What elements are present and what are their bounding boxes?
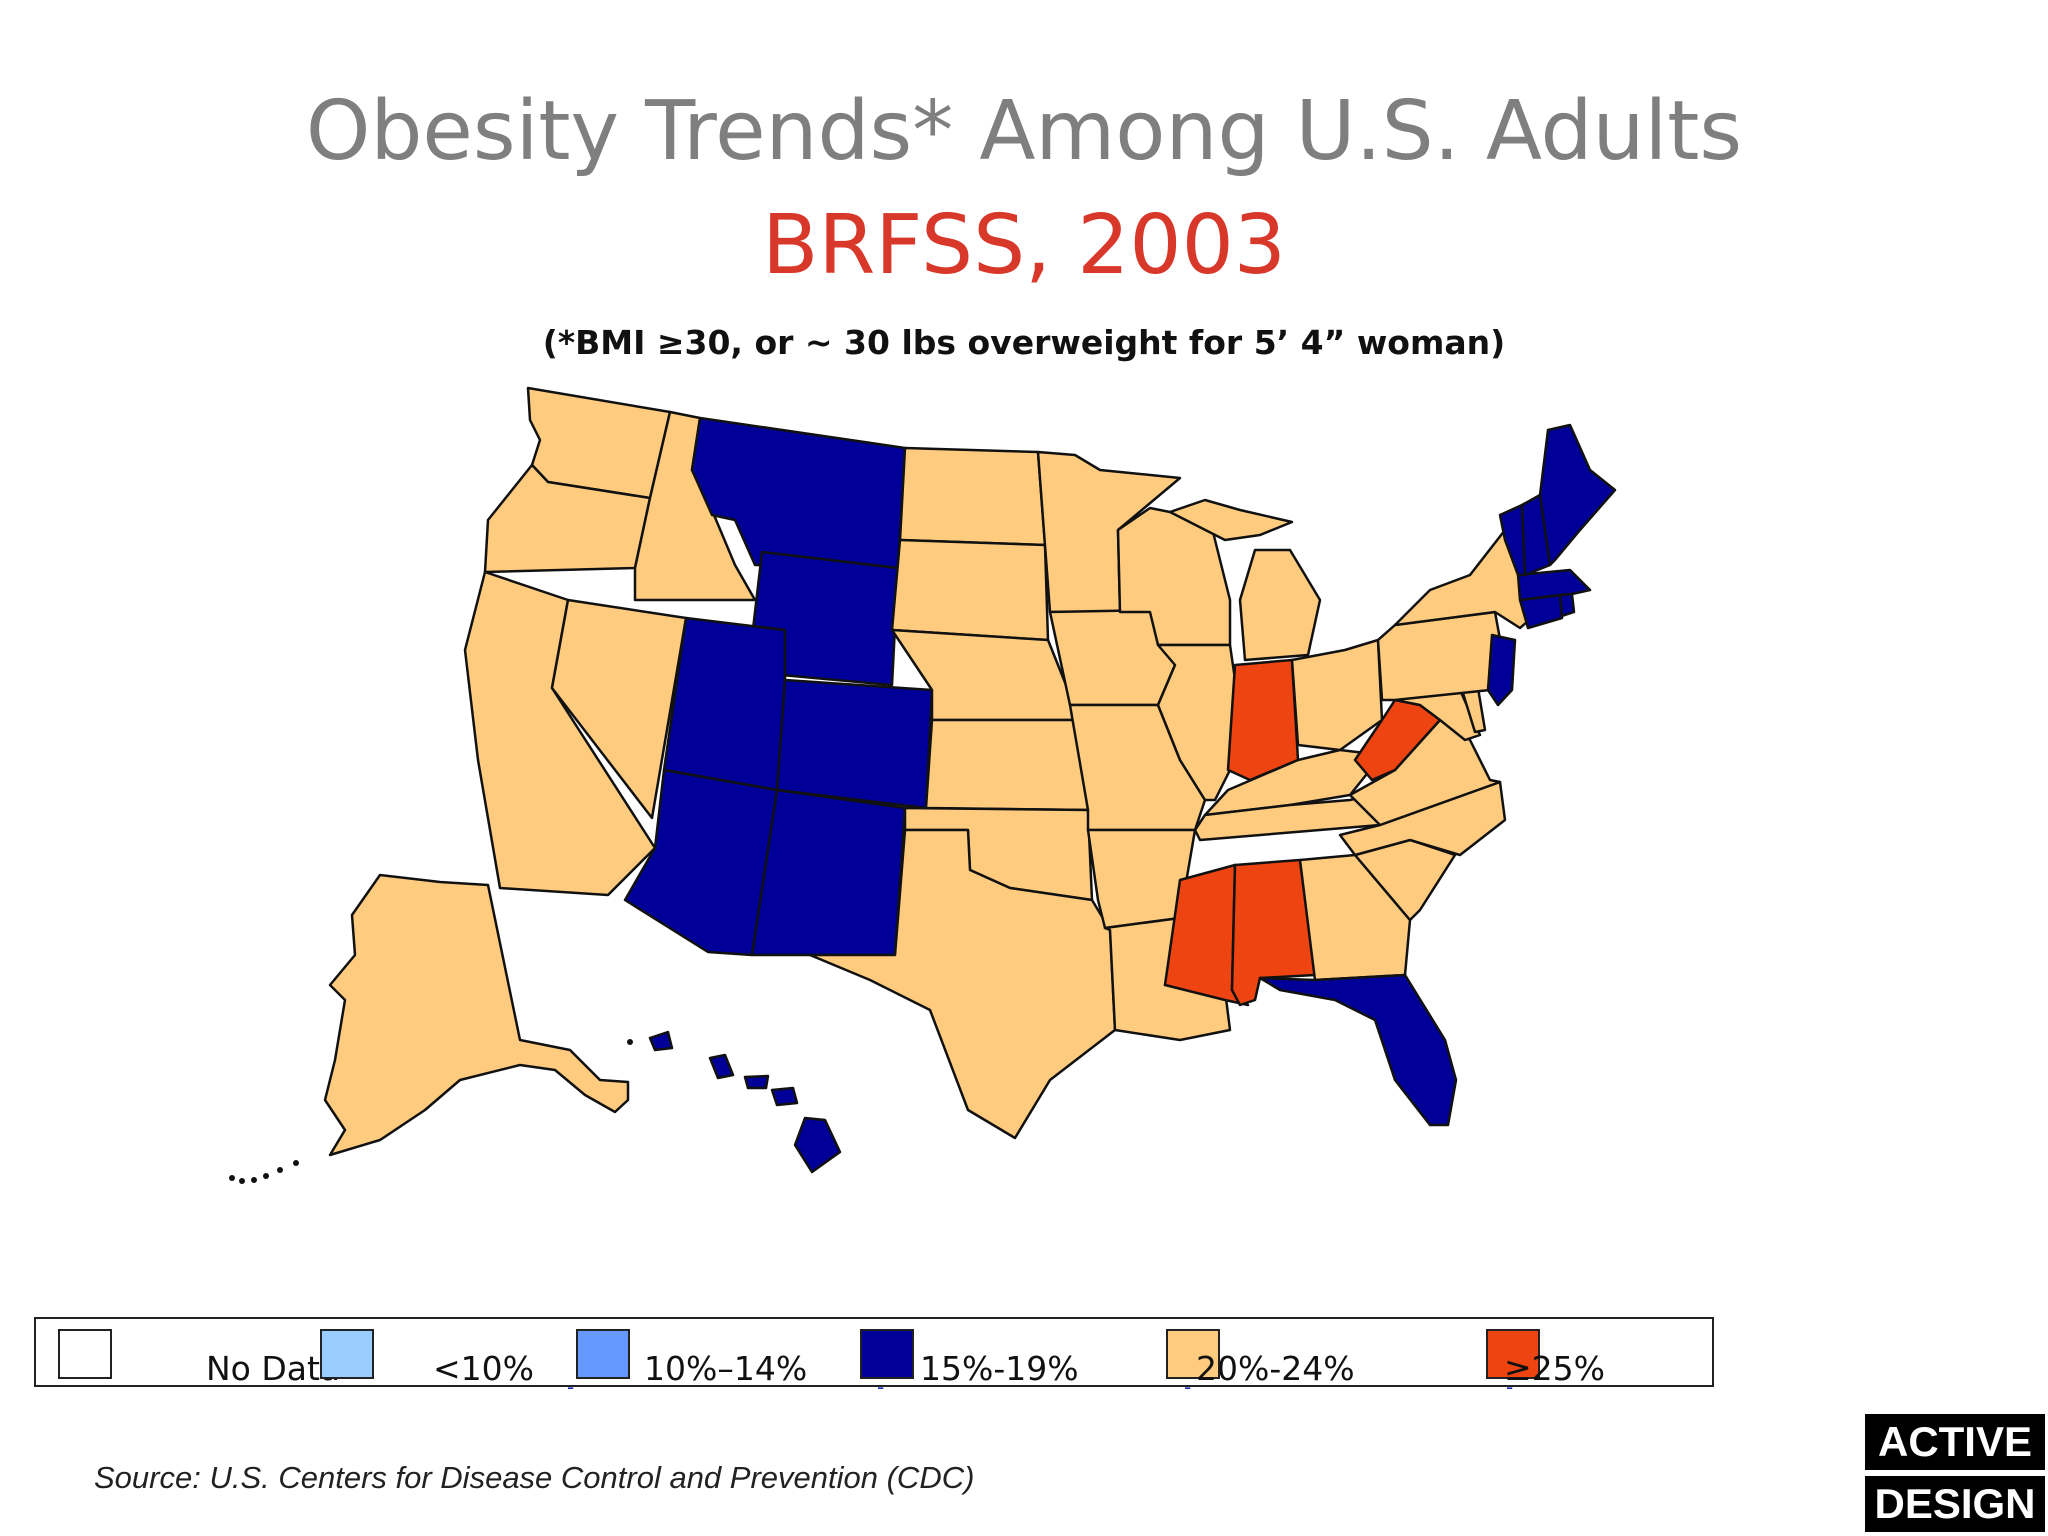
legend-swatch-15-19 (860, 1329, 914, 1379)
logo-line-2: DESIGN (1874, 1480, 2036, 1527)
state-nc (1338, 780, 1507, 857)
legend-label-10-14: 10%–14% (644, 1349, 808, 1388)
state-tx (808, 828, 1117, 1140)
state-ma (1516, 568, 1592, 602)
state-hi-4 (770, 1086, 799, 1107)
state-nm (750, 788, 907, 957)
state-sd (890, 538, 1050, 642)
legend: No Data <10% 10%–14% - 15%-19% - 20%-24%… (34, 1317, 1714, 1399)
legend-dash: - (1184, 1375, 1192, 1399)
state-nj (1486, 633, 1517, 707)
logo-line-1: ACTIVE (1877, 1418, 2032, 1465)
legend-swatch-no-data (58, 1329, 112, 1379)
legend-label-no-data: No Data (206, 1349, 341, 1388)
state-ri (1558, 592, 1576, 618)
legend-dash: - (877, 1375, 885, 1399)
state-oh (1290, 638, 1384, 752)
state-hi-1 (648, 1030, 674, 1052)
state-hi-2 (708, 1053, 735, 1080)
page-title: Obesity Trends* Among U.S. Adults (305, 84, 1743, 179)
state-ak (323, 873, 630, 1157)
legend-dash: - (1506, 1375, 1514, 1399)
state-mi-up (1168, 498, 1294, 542)
state-me (1538, 423, 1617, 567)
state-hi-5 (793, 1116, 842, 1174)
legend-label-15-19: 15%-19% (920, 1349, 1079, 1388)
state-fl (1258, 973, 1458, 1127)
page-subtitle: BRFSS, 2003 (762, 198, 1286, 293)
state-ks (924, 718, 1090, 812)
bmi-note: (*BMI ≥30, or ~ 30 lbs overweight for 5’… (542, 323, 1506, 362)
state-nd (898, 446, 1047, 547)
legend-label-20-24: 20%-24% (1196, 1349, 1355, 1388)
legend-dash: - (567, 1375, 575, 1399)
active-design-logo: ACTIVE DESIGN (1865, 1414, 2045, 1532)
state-ga (1298, 853, 1412, 982)
state-mi (1238, 548, 1322, 662)
state-hi-3 (743, 1074, 770, 1090)
aleutian-islands (229, 1039, 633, 1184)
legend-swatch-10-14 (576, 1329, 630, 1379)
legend-swatch-ge25 (1486, 1329, 1540, 1379)
state-co (775, 678, 934, 810)
legend-swatch-lt10 (320, 1329, 374, 1379)
legend-swatch-20-24 (1166, 1329, 1220, 1379)
state-in (1226, 658, 1300, 782)
legend-label-ge25: ≥25% (1504, 1349, 1605, 1388)
source-citation: Source: U.S. Centers for Disease Control… (94, 1460, 975, 1495)
state-vt (1498, 503, 1527, 577)
state-nv (550, 598, 688, 820)
legend-label-lt10: <10% (433, 1349, 534, 1388)
state-ut (662, 616, 787, 792)
